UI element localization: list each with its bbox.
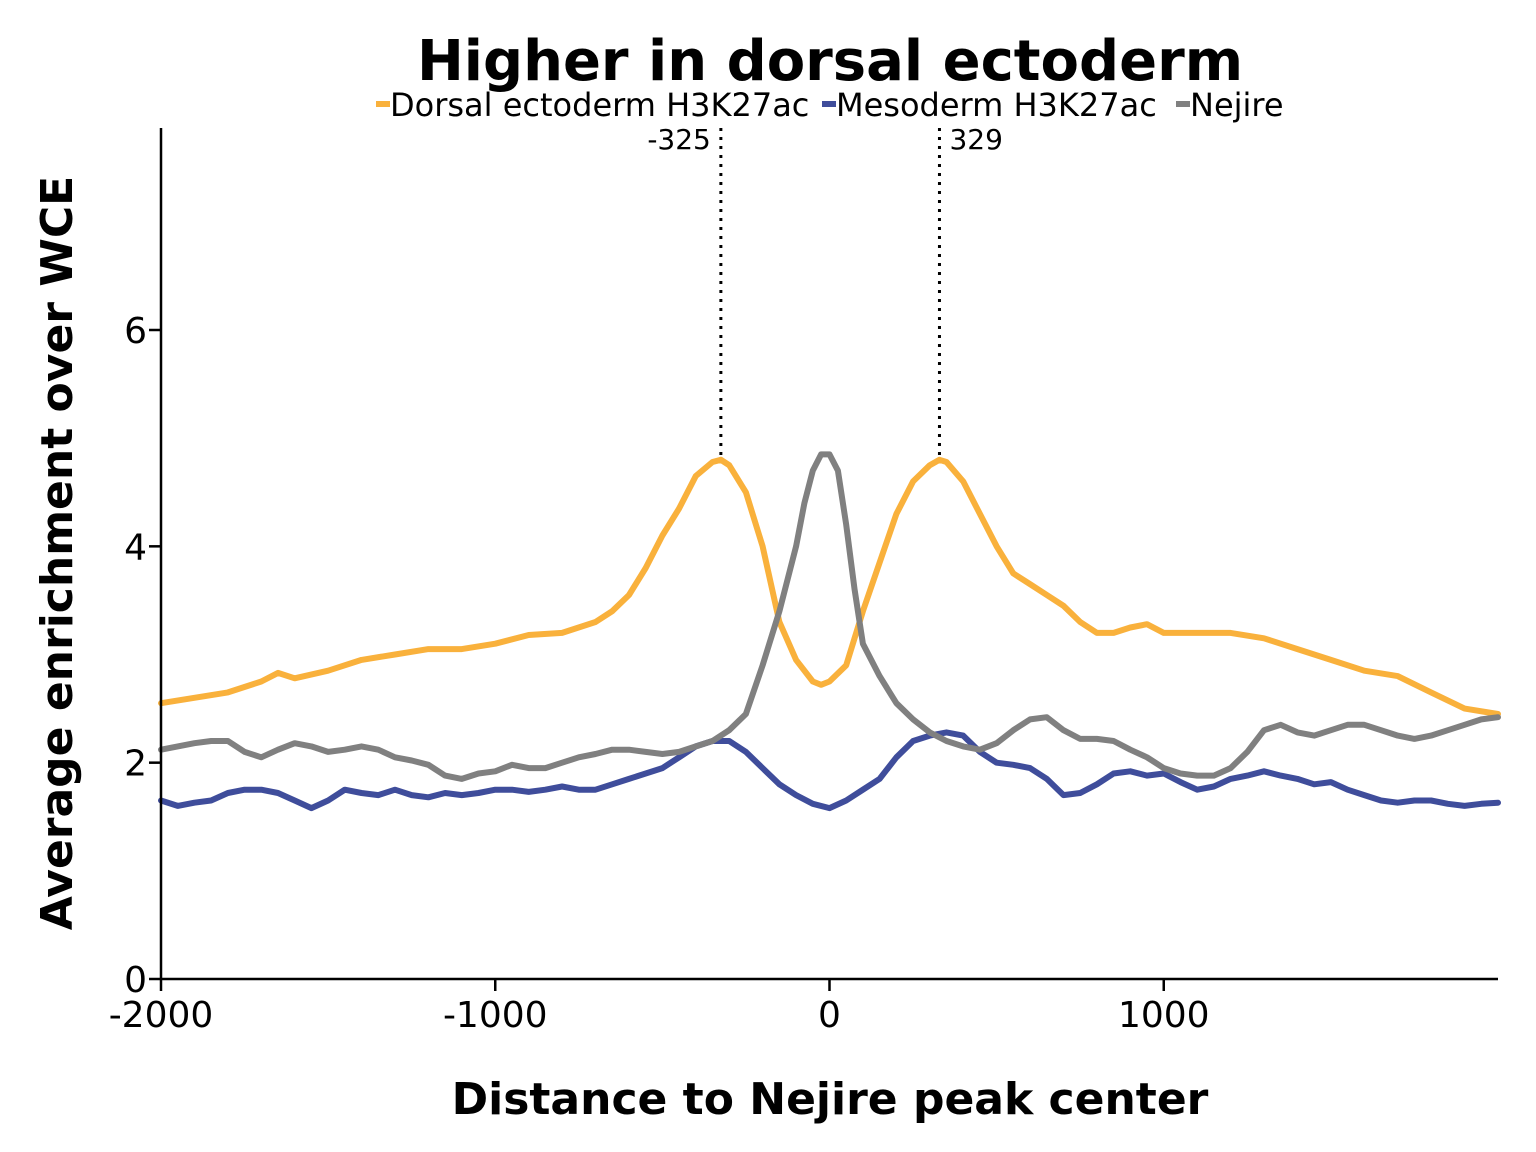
annotation-label: 329 bbox=[949, 123, 1002, 156]
annotation-label: -325 bbox=[647, 123, 711, 156]
y-tick-label: 6 bbox=[124, 311, 147, 352]
legend-label: Nejire bbox=[1190, 86, 1284, 124]
series-line bbox=[158, 451, 1501, 782]
x-tick-label: 1000 bbox=[1118, 995, 1210, 1036]
x-tick-label: -2000 bbox=[109, 995, 214, 1036]
legend: Dorsal ectoderm H3K27ac Mesoderm H3K27ac N… bbox=[376, 86, 1284, 124]
x-axis-ticks: -2000 -1000 0 1000 bbox=[109, 979, 1210, 1036]
annotations: -325 329 bbox=[647, 123, 1003, 462]
y-tick-label: 2 bbox=[124, 744, 147, 785]
plot-lines bbox=[158, 451, 1501, 812]
x-tick-label: 0 bbox=[818, 995, 841, 1036]
y-axis-ticks: 0 2 4 6 bbox=[124, 311, 161, 1001]
legend-label: Dorsal ectoderm H3K27ac bbox=[390, 86, 809, 124]
legend-label: Mesoderm H3K27ac bbox=[836, 86, 1157, 124]
series-line bbox=[158, 456, 1501, 717]
chart-title: Higher in dorsal ectoderm bbox=[417, 29, 1243, 94]
x-axis-title: Distance to Nejire peak center bbox=[452, 1074, 1209, 1125]
y-tick-label: 4 bbox=[124, 527, 147, 568]
series-line bbox=[158, 729, 1501, 812]
y-axis-title: Average enrichment over WCE bbox=[32, 176, 83, 930]
x-tick-label: -1000 bbox=[443, 995, 548, 1036]
y-tick-label: 0 bbox=[124, 960, 147, 1001]
